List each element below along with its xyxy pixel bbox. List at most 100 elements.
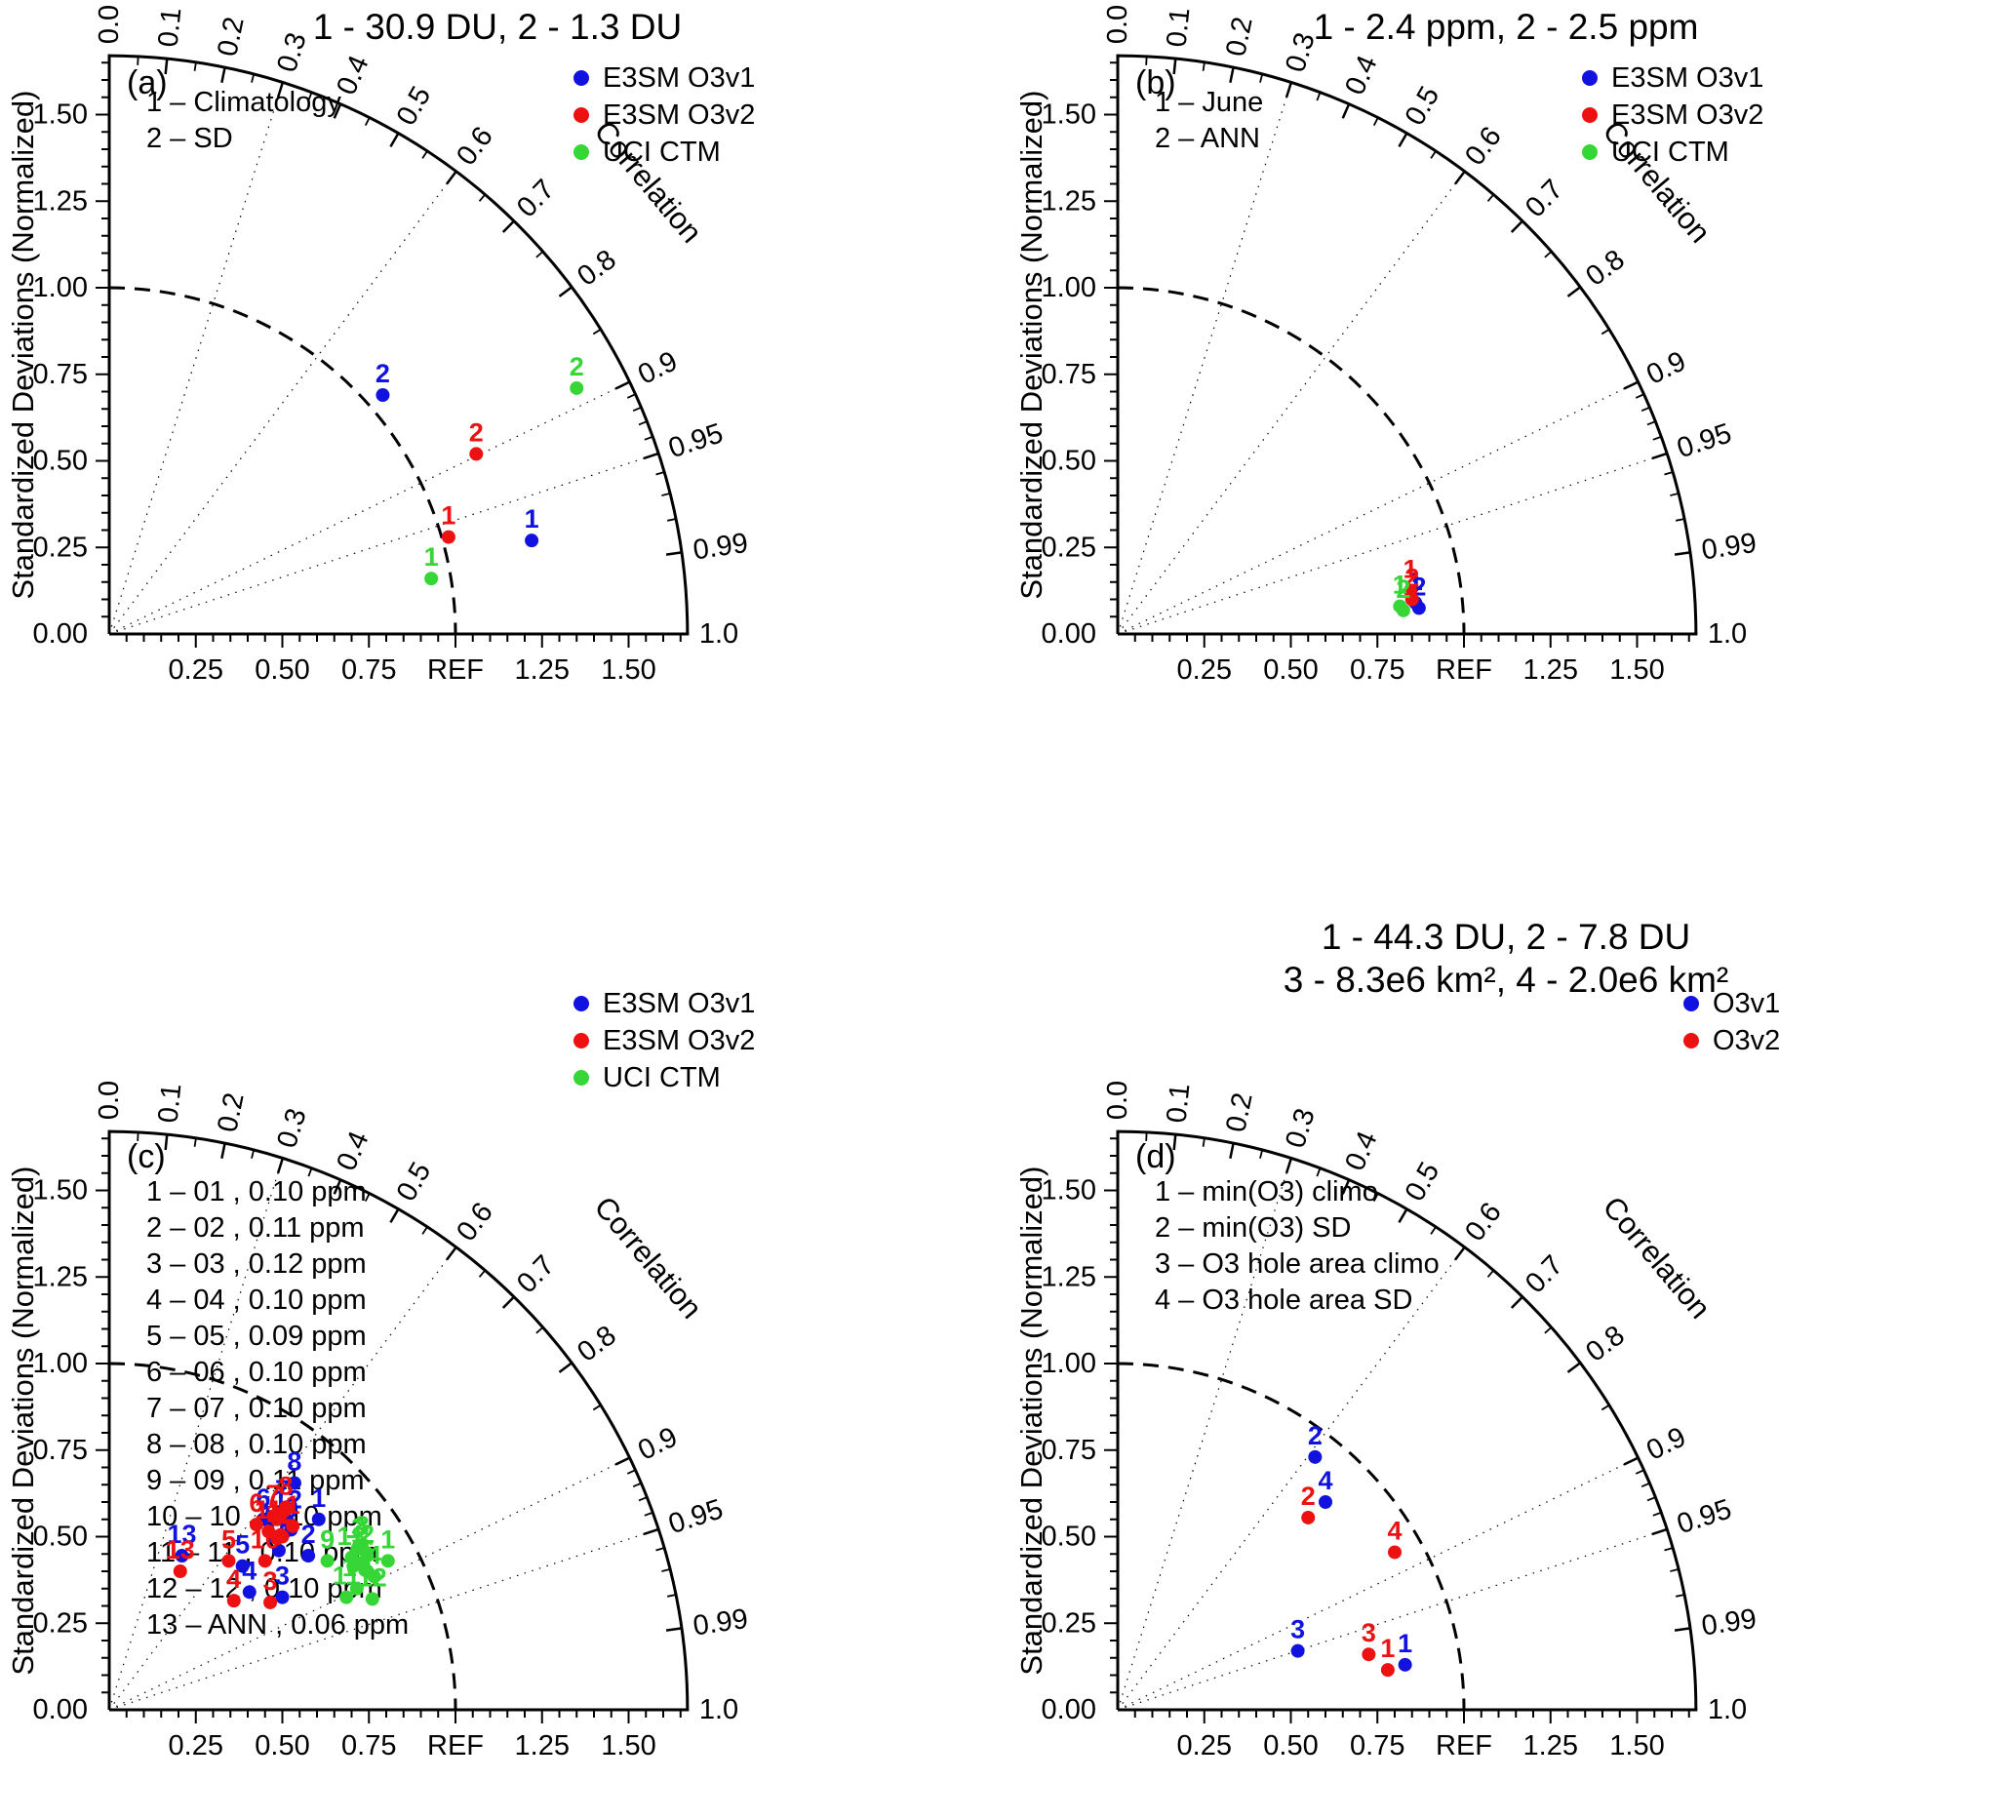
correlation-minor-tick	[1635, 393, 1644, 399]
data-point-label: 1	[424, 542, 439, 572]
y-axis-title: Standardized Deviations (Normalized)	[6, 91, 40, 600]
data-point-label: 1	[1380, 1634, 1395, 1663]
data-point	[525, 534, 539, 548]
data-point-label: 3	[1362, 1618, 1376, 1647]
annotation-line: 1 – 01 , 0.10 ppm	[146, 1176, 367, 1207]
correlation-tick	[220, 66, 226, 84]
x-tick-label: 0.25	[1177, 1730, 1232, 1761]
legend-label: E3SM O3v1	[1611, 62, 1763, 94]
correlation-tick	[1229, 1142, 1235, 1160]
y-tick-label: 0.00	[1042, 618, 1096, 650]
y-axis-title: Standardized Deviations (Normalized)	[1014, 91, 1048, 600]
correlation-tick-label: 0.9	[1641, 1421, 1690, 1466]
correlation-tick-label: 0.8	[572, 1320, 621, 1368]
panel-d-plot: 0.25 0.50 0.75 REF 1.25 1.50 0.00 0.25 0.50 0.75 1…	[1014, 988, 1780, 1761]
correlation-tick	[1285, 1158, 1293, 1174]
correlation-minor-tick	[1601, 1404, 1610, 1411]
correlation-minor-tick	[421, 150, 428, 159]
x-tick-label: 1.25	[515, 1730, 570, 1761]
correlation-minor-tick	[1652, 435, 1662, 441]
panel-letter: (c)	[127, 1138, 166, 1175]
y-tick-label: 0.75	[1042, 1435, 1096, 1466]
correlation-ray	[108, 453, 659, 635]
y-tick-label: 0.75	[1042, 359, 1096, 390]
x-tick-label: 1.50	[1609, 654, 1664, 686]
correlation-tick	[446, 1246, 457, 1261]
y-tick-label: 1.00	[1042, 272, 1096, 303]
data-point	[380, 1554, 395, 1568]
data-point-label: 1	[1393, 571, 1407, 600]
rms-arc	[109, 1709, 688, 1711]
correlation-tick	[1172, 1133, 1177, 1151]
correlation-tick	[1229, 66, 1235, 84]
annotation-line: 6 – 06 , 0.10 ppm	[146, 1357, 367, 1388]
correlation-tick-label: 0.5	[391, 81, 438, 131]
data-point-label: 3	[351, 1513, 366, 1542]
correlation-ray	[1117, 171, 1466, 635]
legend-label: E3SM O3v1	[603, 988, 755, 1019]
correlation-minor-tick	[1486, 193, 1495, 202]
annotation-line: 3 – 03 , 0.12 ppm	[146, 1248, 367, 1280]
correlation-tick-label: 0.7	[511, 174, 561, 223]
correlation-tick-label: 0.2	[1220, 1090, 1258, 1135]
correlation-minor-tick	[661, 493, 671, 496]
correlation-minor-tick	[1259, 1149, 1264, 1159]
legend-swatch	[1582, 144, 1598, 160]
y-tick-label: 0.50	[1042, 446, 1096, 477]
correlation-tick-label: 0.95	[1674, 417, 1736, 464]
correlation-tick-label: 0.3	[271, 29, 313, 76]
correlation-minor-tick	[307, 1167, 313, 1177]
correlation-ticks	[1116, 1131, 1696, 1712]
data-points: 1 2 3 4 1 2 3 4	[1290, 1421, 1412, 1678]
correlation-minor-tick	[655, 1547, 665, 1552]
correlation-tick	[164, 1133, 169, 1151]
correlation-minor-tick	[1635, 1469, 1644, 1475]
data-point	[349, 1581, 364, 1596]
correlation-tick-label: 0.7	[1520, 1249, 1569, 1299]
annotation-line: 2 – SD	[146, 123, 233, 154]
data-point	[286, 1519, 300, 1533]
x-tick-label: REF	[1436, 1730, 1492, 1761]
correlation-ray	[1117, 1158, 1292, 1711]
annotation-list: 1 – June 2 – ANN	[1155, 87, 1263, 154]
correlation-ticks	[107, 56, 688, 636]
y-tick-label: 1.50	[1042, 99, 1096, 131]
annotation-line: 2 – min(O3) SD	[1155, 1212, 1351, 1244]
correlation-tick	[665, 1627, 683, 1632]
x-tick-label: REF	[1436, 654, 1492, 686]
panel-b: 1 - 2.4 ppm, 2 - 2.5 ppm 0.25 0.50 0.75 REF…	[1008, 0, 2016, 910]
rms-arc	[109, 1709, 688, 1711]
correlation-tick-label: 0.7	[1520, 174, 1569, 223]
data-point	[287, 1476, 301, 1490]
data-point	[261, 1524, 276, 1539]
data-point-label: 1	[441, 501, 455, 531]
panel-a-plot: 0.25 0.50 0.75 REF 1.25 1.50 0.00 0.25 0.50 0.75 1…	[6, 5, 755, 686]
rms-arc	[195, 1709, 688, 1711]
correlation-tick	[1674, 1627, 1691, 1632]
legend-swatch	[1582, 70, 1598, 86]
data-point	[1396, 603, 1410, 617]
y-tick-label: 0.25	[33, 1607, 88, 1639]
reference-std-arc	[1117, 286, 1466, 635]
correlation-tick	[1454, 170, 1466, 185]
legend-label: E3SM O3v2	[603, 1025, 755, 1056]
data-point	[275, 1590, 290, 1604]
rms-arc	[1289, 1709, 1639, 1711]
data-point	[271, 1543, 286, 1558]
data-point-label: 1	[311, 1484, 326, 1513]
correlation-tick-label: 0.9	[633, 345, 682, 390]
data-point	[355, 1540, 370, 1555]
y-tick-label: 0.00	[33, 618, 88, 650]
data-point	[226, 1594, 241, 1608]
data-point	[311, 1512, 326, 1526]
data-point	[279, 1500, 294, 1515]
correlation-minor-tick	[478, 1269, 487, 1278]
correlation-tick-label: 0.6	[451, 121, 499, 171]
correlation-minor-tick	[364, 117, 371, 127]
panel-letter: (b)	[1135, 64, 1176, 101]
correlation-tick	[643, 452, 659, 460]
correlation-minor-tick	[535, 1326, 544, 1334]
correlation-minor-tick	[1675, 518, 1685, 522]
y-axis-title: Standardized Deviations (Normalized)	[1014, 1167, 1048, 1676]
data-point	[376, 388, 390, 403]
